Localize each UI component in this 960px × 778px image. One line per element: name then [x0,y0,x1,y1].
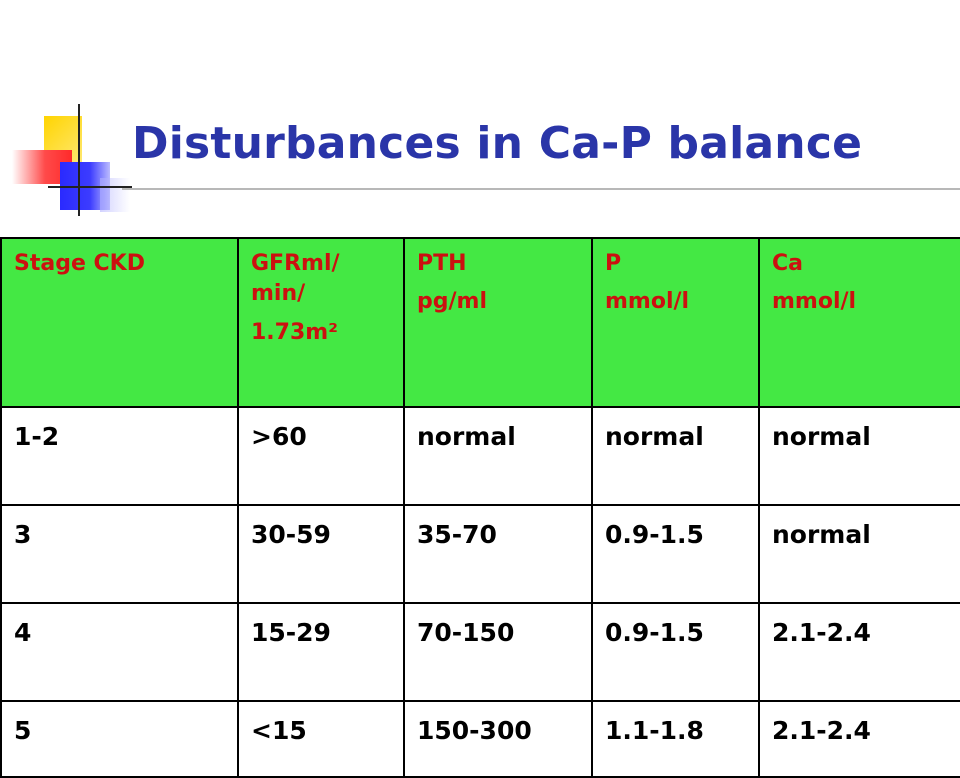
table-cell: 4 [0,602,239,702]
table-cell: 70-150 [403,602,593,702]
table-cell: <15 [237,700,405,778]
vertical-accent-line [78,104,80,216]
header-text: Stage CKD [14,251,145,276]
table-row: 3 30-59 35-70 0.9-1.5 normal [0,504,960,604]
table-cell: normal [758,406,960,506]
table-row: 5 <15 150-300 1.1-1.8 2.1-2.4 [0,700,960,778]
header-text: 1.73m² [251,319,338,345]
header-text: pg/ml [417,289,487,315]
table-cell: normal [403,406,593,506]
header-text: mmol/l [605,289,690,315]
table-cell: 0.9-1.5 [591,504,760,604]
table-cell: normal [758,504,960,604]
table-cell: >60 [237,406,405,506]
header-cell-gfr: GFRml/ min/ 1.73m² [237,237,405,408]
table-cell: 1.1-1.8 [591,700,760,778]
header-cell-ca: Ca mmol/l [758,237,960,408]
title-underline [122,188,960,190]
header-text: P [605,251,622,276]
table-cell: 3 [0,504,239,604]
header-text: min/ [251,281,306,307]
table-header-row: Stage CKD GFRml/ min/ 1.73m² PTH pg/ml P… [0,237,960,408]
table-cell: 30-59 [237,504,405,604]
table-cell: 35-70 [403,504,593,604]
table-cell: 15-29 [237,602,405,702]
table-row: 4 15-29 70-150 0.9-1.5 2.1-2.4 [0,602,960,702]
table-cell: normal [591,406,760,506]
light-blue-square-shape [100,178,130,212]
header-text: PTH [417,251,467,276]
header-cell-stage-ckd: Stage CKD [0,237,239,408]
table-cell: 0.9-1.5 [591,602,760,702]
table-cell: 5 [0,700,239,778]
slide-title: Disturbances in Ca-P balance [132,118,863,169]
header-cell-pth: PTH pg/ml [403,237,593,408]
header-text: GFRml/ [251,251,340,276]
table-cell: 150-300 [403,700,593,778]
table-cell: 1-2 [0,406,239,506]
decorative-logo-squares [0,0,140,230]
header-text: Ca [772,251,803,276]
header-text: mmol/l [772,289,857,315]
horizontal-accent-line [48,186,132,188]
table-cell: 2.1-2.4 [758,700,960,778]
header-cell-p: P mmol/l [591,237,760,408]
ckd-ca-p-table: Stage CKD GFRml/ min/ 1.73m² PTH pg/ml P… [0,237,960,778]
table-cell: 2.1-2.4 [758,602,960,702]
table-row: 1-2 >60 normal normal normal [0,406,960,506]
